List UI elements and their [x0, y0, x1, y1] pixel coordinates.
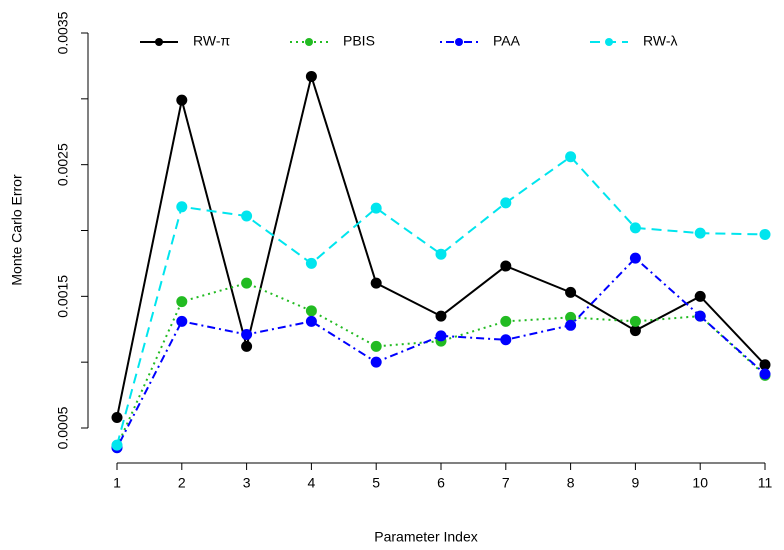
- data-point: [435, 248, 447, 260]
- series-line: [116, 282, 766, 447]
- data-point: [370, 202, 382, 214]
- series-line: [116, 155, 766, 446]
- data-point: [759, 368, 771, 380]
- legend-label: RW-π: [193, 33, 230, 49]
- data-point: [759, 359, 771, 371]
- data-point: [565, 151, 577, 163]
- x-tick-label: 11: [758, 475, 773, 491]
- data-point: [241, 210, 253, 222]
- series-line: [116, 256, 766, 449]
- data-point: [176, 201, 188, 213]
- data-point: [759, 228, 771, 240]
- data-point: [176, 94, 188, 106]
- x-tick-label: 6: [437, 475, 445, 491]
- legend-marker: [455, 38, 463, 46]
- data-point: [241, 329, 253, 341]
- data-point: [500, 334, 512, 346]
- data-point: [565, 319, 577, 331]
- data-point: [176, 296, 188, 308]
- y-tick-label: 0.0035: [55, 11, 71, 54]
- x-tick-label: 4: [308, 475, 316, 491]
- data-point: [176, 315, 188, 327]
- data-point: [500, 260, 512, 272]
- data-point: [305, 257, 317, 269]
- data-point: [111, 411, 123, 423]
- x-tick-label: 3: [243, 475, 251, 491]
- data-point: [370, 277, 382, 289]
- data-point: [370, 356, 382, 368]
- legend-marker: [605, 38, 613, 46]
- data-point: [629, 252, 641, 264]
- x-tick-label: 10: [692, 475, 708, 491]
- data-point: [500, 315, 512, 327]
- legend-label: PAA: [493, 33, 521, 49]
- legend-marker: [305, 38, 313, 46]
- data-point: [241, 340, 253, 352]
- data-point: [629, 315, 641, 327]
- data-point: [694, 310, 706, 322]
- data-point: [111, 439, 123, 451]
- data-point: [241, 277, 253, 289]
- data-point: [500, 197, 512, 209]
- x-tick-label: 9: [632, 475, 640, 491]
- data-point: [629, 325, 641, 337]
- x-tick-label: 2: [178, 475, 186, 491]
- y-tick-label: 0.0025: [55, 143, 71, 186]
- y-tick-label: 0.0015: [55, 275, 71, 318]
- data-point: [370, 340, 382, 352]
- series-line: [116, 72, 766, 418]
- data-point: [565, 286, 577, 298]
- data-point: [565, 311, 577, 323]
- data-point: [305, 315, 317, 327]
- data-point: [435, 310, 447, 322]
- x-axis-label: Parameter Index: [374, 529, 478, 545]
- y-tick-label: 0.0005: [55, 406, 71, 449]
- legend-label: RW-λ: [643, 33, 677, 49]
- data-point: [305, 70, 317, 82]
- legend-marker: [155, 38, 163, 46]
- data-point: [435, 330, 447, 342]
- data-point: [694, 227, 706, 239]
- data-point: [629, 222, 641, 234]
- legend-label: PBIS: [343, 33, 375, 49]
- x-tick-label: 8: [567, 475, 575, 491]
- x-tick-label: 7: [502, 475, 510, 491]
- x-tick-label: 5: [372, 475, 380, 491]
- y-axis-label: Monte Carlo Error: [9, 174, 25, 286]
- data-point: [305, 305, 317, 317]
- x-tick-label: 1: [113, 475, 121, 491]
- data-point: [694, 290, 706, 302]
